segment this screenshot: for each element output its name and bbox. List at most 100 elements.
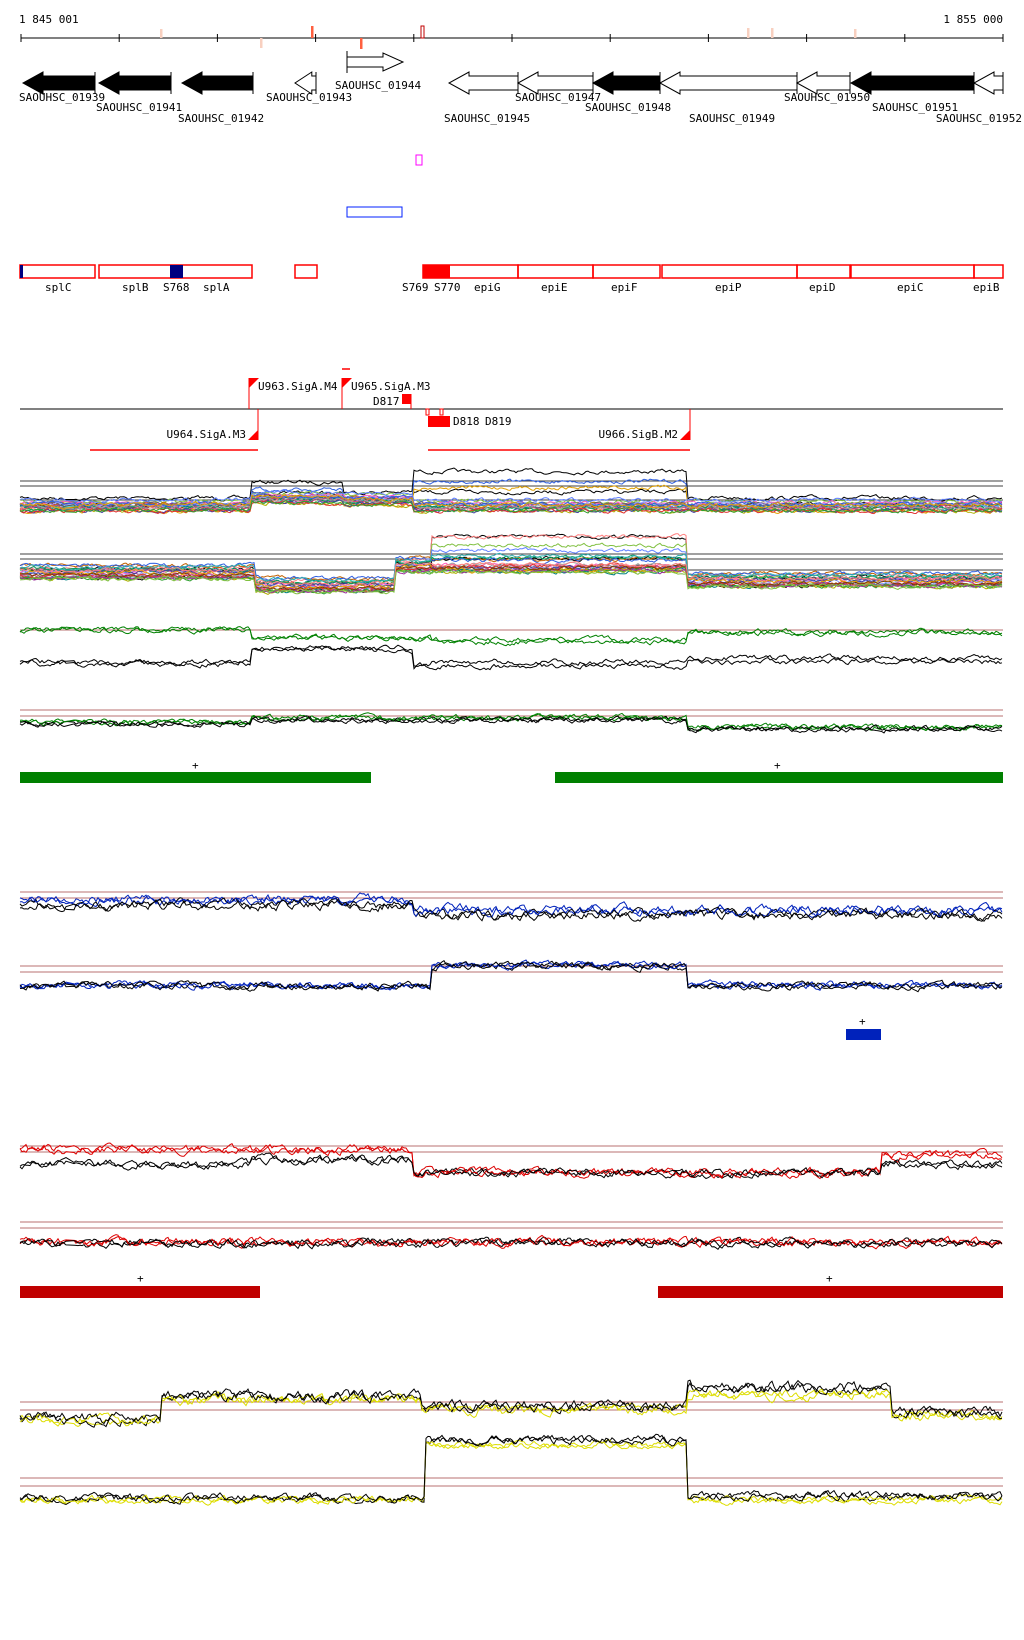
plus-label: + <box>859 1015 866 1028</box>
promoter-down[interactable]: U966.SigB.M2 <box>428 409 691 451</box>
black-profile <box>19 1236 1003 1251</box>
gene-saouhsc_01941[interactable]: SAOUHSC_01941 <box>96 71 182 114</box>
gene-arrow-left-icon[interactable] <box>972 71 1004 95</box>
promoter-track: U963.SigA.M4 U965.SigA.M3 D817 U964.SigA.M3… <box>20 368 1003 451</box>
black-profile <box>19 645 1003 671</box>
green-profile <box>19 626 1003 644</box>
operon-label: epiC <box>897 281 924 294</box>
profile-line <box>19 566 1003 594</box>
gene-arrow-left-icon[interactable] <box>294 71 317 95</box>
profile-line <box>19 467 1003 502</box>
gene-arrow-left-icon[interactable] <box>97 71 172 95</box>
promoter-label: U964.SigA.M3 <box>167 428 246 441</box>
gene-arrow-left-icon[interactable] <box>21 71 96 95</box>
operon-box[interactable] <box>661 264 798 279</box>
gene-arrow-left-icon[interactable] <box>516 71 594 95</box>
operon-label: epiE <box>541 281 568 294</box>
gene-saouhsc_01952[interactable]: SAOUHSC_01952 <box>936 71 1022 125</box>
black-profile <box>19 1434 1003 1504</box>
gene-saouhsc_01942[interactable]: SAOUHSC_01942 <box>178 71 264 125</box>
gene-label: SAOUHSC_01952 <box>936 112 1022 125</box>
d817-box[interactable] <box>402 394 411 404</box>
gene-saouhsc_01951[interactable]: SAOUHSC_01951 <box>849 71 975 114</box>
red-profile <box>19 1234 1003 1250</box>
promoter-label: U963.SigA.M4 <box>258 380 338 393</box>
gene-saouhsc_01950[interactable]: SAOUHSC_01950 <box>784 71 870 104</box>
black-profile <box>19 960 1003 992</box>
operon-box[interactable] <box>973 264 1004 279</box>
operon-box[interactable] <box>796 264 851 279</box>
operon-box[interactable] <box>19 264 96 279</box>
blue-segment-bar[interactable] <box>846 1029 881 1040</box>
gene-label: SAOUHSC_01944 <box>335 79 421 92</box>
gene-saouhsc_01947[interactable]: SAOUHSC_01947 <box>515 71 601 104</box>
gene-saouhsc_01948[interactable]: SAOUHSC_01948 <box>585 71 671 114</box>
red-segment-bar[interactable] <box>658 1286 1003 1298</box>
gene-saouhsc_01943[interactable]: SAOUHSC_01943 <box>266 71 352 104</box>
green-segment-bar[interactable] <box>20 772 371 783</box>
gene-label: SAOUHSC_01950 <box>784 91 870 104</box>
promoter-label: U965.SigA.M3 <box>351 380 430 393</box>
gene-saouhsc_01949[interactable]: SAOUHSC_01949 <box>658 71 798 125</box>
operon-box[interactable] <box>592 264 661 279</box>
black-profile <box>19 1236 1003 1250</box>
black-profile <box>19 1379 1003 1425</box>
promoter-flag-icon <box>248 430 258 440</box>
gene-arrow-left-icon[interactable] <box>180 71 254 95</box>
promoter-label: U966.SigB.M2 <box>599 428 678 441</box>
site-mark[interactable] <box>160 29 163 38</box>
d818-box[interactable] <box>428 416 450 427</box>
operon-label: epiG <box>474 281 501 294</box>
operon-s768-box[interactable] <box>170 265 183 278</box>
operon-label: S770 <box>434 281 461 294</box>
red-segment-bar[interactable] <box>20 1286 260 1298</box>
operon-label: splB <box>122 281 149 294</box>
site-mark[interactable] <box>311 26 314 38</box>
profile-line <box>19 493 1003 509</box>
site-mark[interactable] <box>360 38 363 49</box>
axis-start-label: 1 845 001 <box>19 13 79 26</box>
black-profile <box>19 1382 1003 1428</box>
black-profile <box>19 644 1003 667</box>
promoter-flag-icon <box>680 430 690 440</box>
gene-saouhsc_01939[interactable]: SAOUHSC_01939 <box>19 71 105 104</box>
black-profile <box>19 960 1003 993</box>
gene-arrow-left-icon[interactable] <box>849 71 975 95</box>
green-segment-bar[interactable] <box>555 772 1003 783</box>
gene-arrow-right-icon[interactable] <box>346 52 405 72</box>
operon-label: epiF <box>611 281 638 294</box>
site-mark[interactable] <box>747 28 750 38</box>
segment-bars: + + + + + <box>20 759 1003 1298</box>
site-mark[interactable] <box>260 38 263 48</box>
profile-line <box>19 552 1002 583</box>
gene-arrow-left-icon[interactable] <box>658 71 798 95</box>
magenta-feature[interactable] <box>415 154 423 166</box>
operon-box[interactable] <box>517 264 594 279</box>
blue-feature[interactable] <box>346 206 403 218</box>
green-profile <box>19 626 1003 647</box>
gene-arrow-left-icon[interactable] <box>447 71 519 95</box>
operon-track: splC splB S768 splA S769 S770 epiG epiE epiF epiP… <box>19 264 1004 294</box>
gene-saouhsc_01945[interactable]: SAOUHSC_01945 <box>444 71 530 125</box>
operon-s769-box[interactable] <box>423 265 450 278</box>
gene-arrow-left-icon[interactable] <box>795 71 851 95</box>
promoter-flag-icon <box>342 378 352 388</box>
site-mark[interactable] <box>854 29 857 38</box>
gene-label: SAOUHSC_01949 <box>689 112 775 125</box>
operon-marker[interactable] <box>20 265 23 278</box>
profile-line <box>19 563 1002 590</box>
site-mark[interactable] <box>771 28 774 38</box>
promoter-up[interactable]: U963.SigA.M4 <box>248 378 338 409</box>
operon-box[interactable] <box>850 264 975 279</box>
operon-label: S769 <box>402 281 429 294</box>
gene-arrow-left-icon[interactable] <box>591 71 661 95</box>
gene-saouhsc_01944[interactable]: SAOUHSC_01944 <box>335 51 421 92</box>
operon-label: splA <box>203 281 230 294</box>
operon-box[interactable] <box>294 264 318 279</box>
profile-line <box>19 560 1003 587</box>
promoter-up[interactable]: U965.SigA.M3 <box>341 378 430 409</box>
promoter-down[interactable]: U964.SigA.M3 <box>90 409 259 451</box>
site-mark[interactable] <box>420 25 425 39</box>
